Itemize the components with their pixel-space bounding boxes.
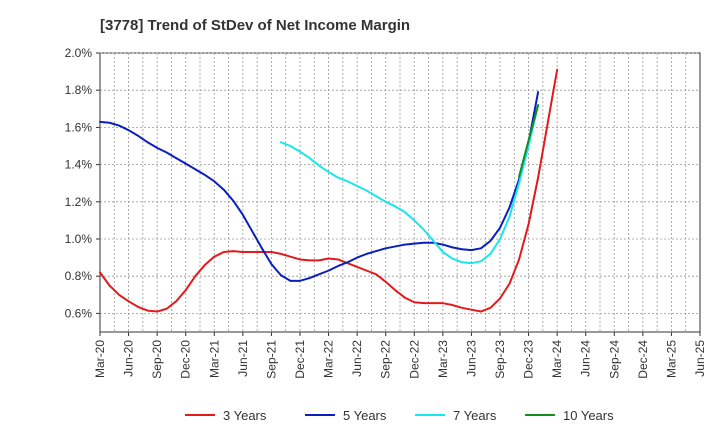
x-tick-label: Mar-20 [93, 340, 107, 378]
legend: 3 Years 5 Years 7 Years 10 Years [185, 408, 614, 423]
y-tick-label: 0.8% [65, 269, 93, 283]
x-tick-label: Mar-25 [664, 340, 678, 378]
x-tick-label: Jun-22 [350, 340, 364, 377]
series-lines [99, 68, 559, 313]
series-line-10-years [518, 104, 540, 178]
x-tick-label: Mar-24 [550, 340, 564, 378]
x-tick-label: Sep-24 [607, 340, 621, 379]
x-tick-label: Jun-24 [579, 340, 593, 377]
y-tick-label: 1.4% [65, 158, 93, 172]
legend-label: 5 Years [343, 408, 387, 423]
x-tick-label: Mar-21 [207, 340, 221, 378]
y-tick-label: 1.8% [65, 83, 93, 97]
x-tick-label: Sep-21 [264, 340, 278, 379]
y-tick-label: 1.2% [65, 195, 93, 209]
x-tick-label: Sep-20 [150, 340, 164, 379]
x-tick-label: Jun-23 [464, 340, 478, 377]
x-tick-label: Mar-23 [436, 340, 450, 378]
x-tick-label: Dec-24 [636, 340, 650, 379]
x-tick-label: Mar-22 [322, 340, 336, 378]
x-tick-label: Dec-20 [179, 340, 193, 379]
x-tick-label: Jun-21 [236, 340, 250, 377]
y-axis: 0.6% 0.8% 1.0% 1.2% 1.4% 1.6% 1.8% 2.0% [65, 46, 100, 320]
series-line-5-years [99, 91, 540, 282]
x-tick-label: Dec-21 [293, 340, 307, 379]
x-tick-label: Jun-20 [122, 340, 136, 377]
x-tick-label: Sep-22 [379, 340, 393, 379]
series-line-7-years [279, 104, 540, 265]
x-tick-label: Sep-23 [493, 340, 507, 379]
legend-label: 10 Years [563, 408, 614, 423]
y-tick-label: 0.6% [65, 306, 93, 320]
x-tick-label: Jun-25 [693, 340, 707, 377]
legend-label: 3 Years [223, 408, 267, 423]
x-tick-label: Dec-23 [522, 340, 536, 379]
x-tick-label: Dec-22 [407, 340, 421, 379]
series-line-3-years [99, 68, 559, 313]
grid [100, 52, 700, 332]
y-tick-label: 1.0% [65, 232, 93, 246]
y-tick-label: 1.6% [65, 120, 93, 134]
y-tick-label: 2.0% [65, 46, 93, 60]
x-axis: Mar-20 Jun-20 Sep-20 Dec-20 Mar-21 Jun-21 Sep-… [93, 332, 707, 379]
legend-label: 7 Years [453, 408, 497, 423]
chart-title: [3778] Trend of StDev of Net Income Marg… [100, 17, 410, 34]
